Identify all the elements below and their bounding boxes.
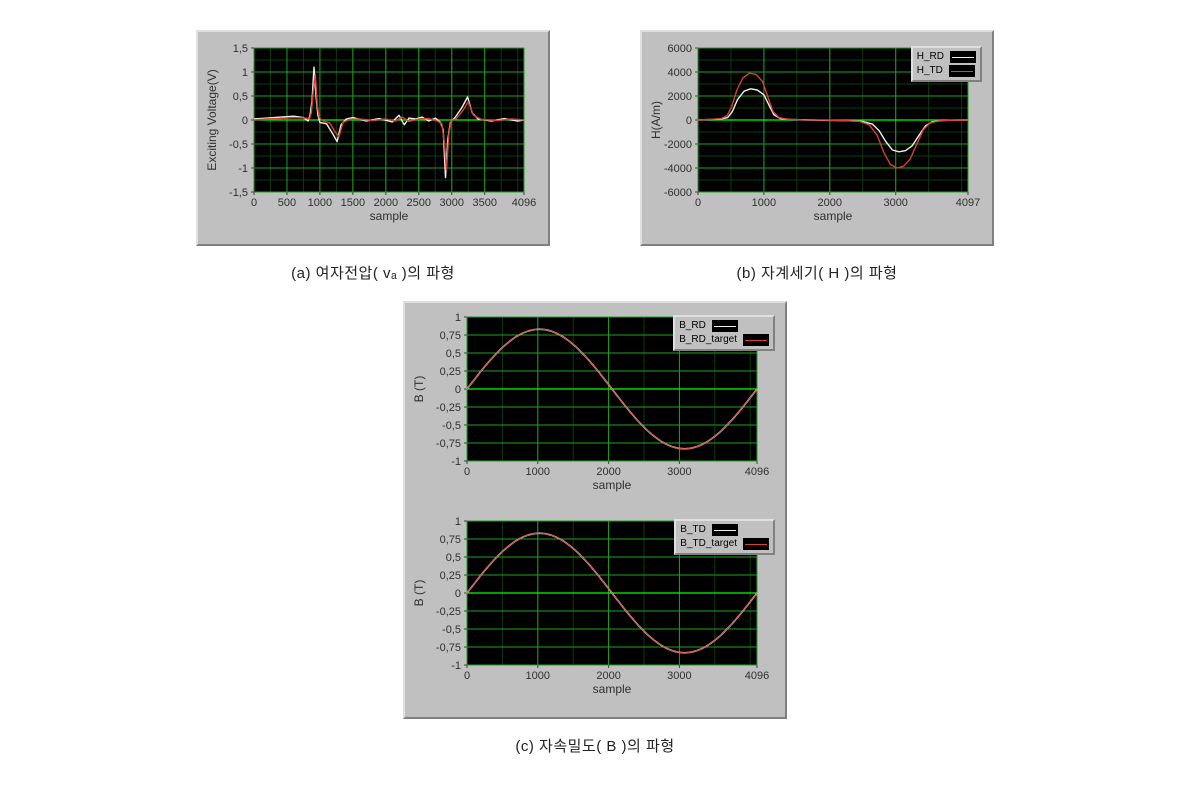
svg-text:3500: 3500 [472, 197, 496, 209]
svg-text:1: 1 [455, 516, 461, 528]
svg-text:-0,5: -0,5 [442, 624, 461, 636]
svg-text:500: 500 [278, 197, 296, 209]
svg-text:1000: 1000 [526, 670, 550, 682]
svg-text:-0,5: -0,5 [229, 139, 248, 151]
svg-text:-0,25: -0,25 [436, 606, 461, 618]
panel-b: -6000 -4000 -2000 0 2000 4000 6000 0 1000 2000 300… [640, 30, 994, 283]
svg-text:1000: 1000 [308, 197, 332, 209]
panel-c: -1 -0,75 -0,5 -0,25 0 0,25 0,5 0,75 1 0 1000 2000 30… [403, 301, 787, 756]
svg-text:sample: sample [814, 209, 853, 223]
svg-text:0: 0 [686, 115, 692, 127]
svg-text:-2000: -2000 [664, 139, 692, 151]
legend: B_TDB_TD_target [674, 519, 775, 555]
chart-c-top: -1 -0,75 -0,5 -0,25 0 0,25 0,5 0,75 1 0 1000 2000 30… [411, 309, 779, 507]
svg-text:1,5: 1,5 [233, 43, 248, 55]
chart-a: -1,5 -1 -0,5 0 0,5 1 1,5 0 500 1000 1500 2000 2500 30… [204, 38, 542, 238]
svg-text:sample: sample [370, 209, 409, 223]
panel-a-frame: -1,5 -1 -0,5 0 0,5 1 1,5 0 500 1000 1500 2000 2500 30… [196, 30, 550, 246]
svg-text:0,5: 0,5 [446, 348, 461, 360]
chart-b: -6000 -4000 -2000 0 2000 4000 6000 0 1000 2000 300… [648, 38, 986, 238]
svg-text:0,25: 0,25 [440, 366, 461, 378]
svg-text:0: 0 [455, 384, 461, 396]
svg-text:0,5: 0,5 [446, 552, 461, 564]
svg-text:2000: 2000 [596, 670, 620, 682]
legend-label: H_RD [917, 50, 944, 64]
panel-c-frame: -1 -0,75 -0,5 -0,25 0 0,25 0,5 0,75 1 0 1000 2000 30… [403, 301, 787, 719]
svg-text:1000: 1000 [752, 197, 776, 209]
svg-text:1000: 1000 [526, 466, 550, 478]
svg-text:0,5: 0,5 [233, 91, 248, 103]
svg-text:3000: 3000 [667, 670, 691, 682]
legend: B_RDB_RD_target [673, 315, 775, 351]
svg-text:6000: 6000 [668, 43, 692, 55]
svg-text:Exciting Voltage(V): Exciting Voltage(V) [205, 69, 219, 170]
svg-text:-1: -1 [238, 163, 248, 175]
svg-text:4097: 4097 [956, 197, 980, 209]
svg-text:-0,75: -0,75 [436, 438, 461, 450]
legend-label: B_RD_target [679, 333, 737, 347]
svg-text:4096: 4096 [745, 466, 769, 478]
chart-c-bottom: -1 -0,75 -0,5 -0,25 0 0,25 0,5 0,75 1 0 1000 2000 30… [411, 513, 779, 711]
svg-text:4096: 4096 [745, 670, 769, 682]
svg-text:0: 0 [464, 670, 470, 682]
legend-label: B_TD [680, 523, 706, 537]
svg-text:0: 0 [251, 197, 257, 209]
svg-text:-0,75: -0,75 [436, 642, 461, 654]
svg-text:B (T): B (T) [412, 580, 426, 607]
svg-text:-1: -1 [451, 456, 461, 468]
legend-label: B_TD_target [680, 537, 737, 551]
svg-text:2000: 2000 [668, 91, 692, 103]
svg-text:B (T): B (T) [412, 376, 426, 403]
svg-text:0: 0 [695, 197, 701, 209]
svg-text:1: 1 [455, 312, 461, 324]
svg-text:H(A/m): H(A/m) [649, 101, 663, 139]
svg-text:sample: sample [593, 682, 632, 696]
legend: H_RDH_TD [911, 46, 982, 82]
svg-text:2000: 2000 [818, 197, 842, 209]
svg-text:0,25: 0,25 [440, 570, 461, 582]
svg-text:-0,25: -0,25 [436, 402, 461, 414]
panel-a: -1,5 -1 -0,5 0 0,5 1 1,5 0 500 1000 1500 2000 2500 30… [196, 30, 550, 283]
svg-text:3000: 3000 [667, 466, 691, 478]
svg-text:4000: 4000 [668, 67, 692, 79]
svg-text:1: 1 [242, 67, 248, 79]
svg-text:0: 0 [464, 466, 470, 478]
caption-a: (a) 여자전압( vₐ )의 파형 [291, 262, 455, 283]
svg-text:-4000: -4000 [664, 163, 692, 175]
svg-text:0: 0 [455, 588, 461, 600]
caption-b: (b) 자계세기( H )의 파형 [737, 262, 898, 283]
legend-label: H_TD [917, 64, 943, 78]
svg-text:2000: 2000 [596, 466, 620, 478]
svg-text:0: 0 [242, 115, 248, 127]
svg-text:0,75: 0,75 [440, 330, 461, 342]
svg-text:-6000: -6000 [664, 187, 692, 199]
svg-text:3000: 3000 [440, 197, 464, 209]
svg-text:-1,5: -1,5 [229, 187, 248, 199]
svg-text:2000: 2000 [374, 197, 398, 209]
caption-c: (c) 자속밀도( B )의 파형 [515, 735, 674, 756]
svg-text:sample: sample [593, 478, 632, 492]
svg-text:3000: 3000 [883, 197, 907, 209]
svg-text:-1: -1 [451, 660, 461, 672]
svg-text:4096: 4096 [512, 197, 536, 209]
svg-text:1500: 1500 [341, 197, 365, 209]
svg-text:0,75: 0,75 [440, 534, 461, 546]
legend-label: B_RD [679, 319, 706, 333]
svg-text:2500: 2500 [407, 197, 431, 209]
panel-b-frame: -6000 -4000 -2000 0 2000 4000 6000 0 1000 2000 300… [640, 30, 994, 246]
svg-text:-0,5: -0,5 [442, 420, 461, 432]
